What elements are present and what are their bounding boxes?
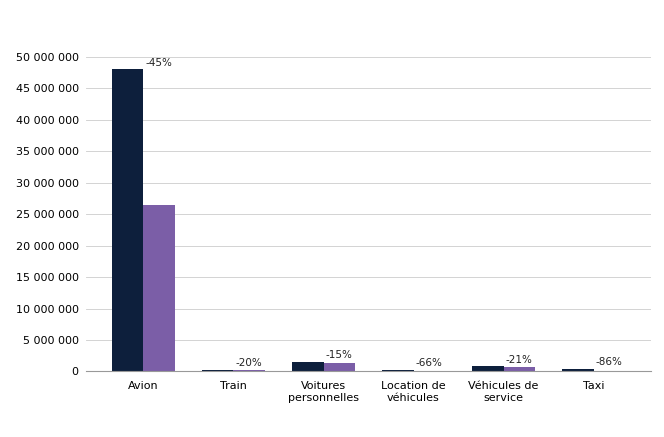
Text: -45%: -45%: [146, 58, 173, 67]
Bar: [202, 370, 234, 371]
Bar: [323, 364, 355, 371]
Text: -15%: -15%: [326, 350, 353, 360]
Text: -66%: -66%: [416, 358, 443, 368]
Text: -21%: -21%: [506, 354, 533, 364]
Text: -20%: -20%: [236, 358, 263, 368]
Bar: [472, 366, 503, 371]
Text: -86%: -86%: [596, 357, 623, 367]
Bar: [143, 205, 175, 371]
Bar: [503, 368, 535, 371]
Text: Comparaison des émissions de GES (kgCO2e) entre 2019 et 2022: Comparaison des émissions de GES (kgCO2e…: [38, 16, 626, 32]
Bar: [562, 369, 594, 371]
Bar: [112, 69, 143, 371]
Bar: [382, 370, 414, 371]
Bar: [292, 362, 323, 371]
